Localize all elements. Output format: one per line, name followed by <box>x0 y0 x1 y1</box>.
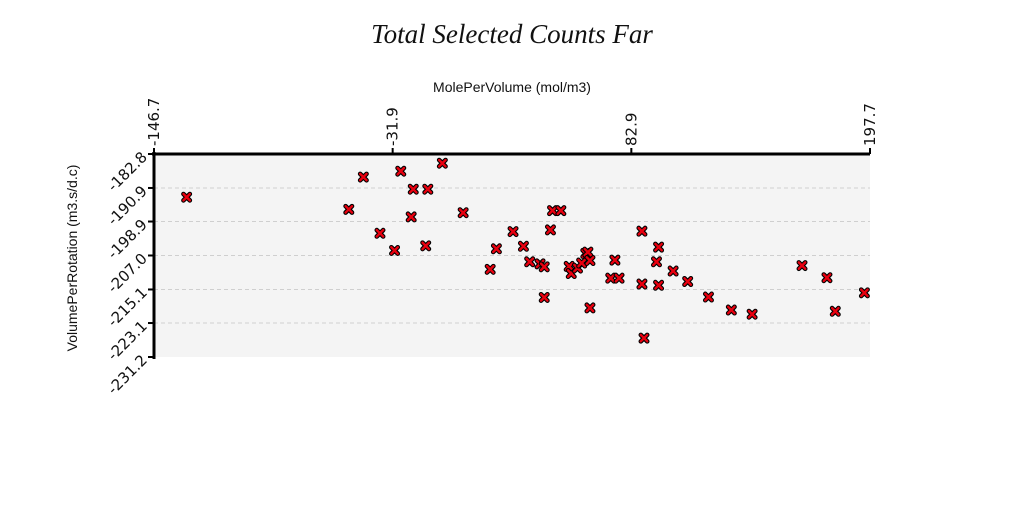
data-point <box>796 260 808 272</box>
data-point <box>667 265 679 277</box>
data-point <box>422 183 434 195</box>
data-point <box>538 261 550 273</box>
data-point <box>457 207 469 219</box>
x-tick-label: 197.7 <box>861 103 879 146</box>
data-point <box>653 279 665 291</box>
data-point <box>682 276 694 288</box>
data-point <box>576 257 588 269</box>
x-tick-label: -146.7 <box>145 98 163 146</box>
x-tick-label: 82.9 <box>622 113 640 146</box>
data-point <box>407 183 419 195</box>
data-point <box>405 211 417 223</box>
data-point <box>584 302 596 314</box>
data-point <box>584 255 596 267</box>
data-point <box>650 256 662 268</box>
data-point <box>374 227 386 239</box>
data-point <box>653 241 665 253</box>
data-point <box>524 256 536 268</box>
data-point <box>420 240 432 252</box>
data-point <box>636 225 648 237</box>
data-point <box>395 165 407 177</box>
data-point <box>702 291 714 303</box>
data-point <box>746 308 758 320</box>
data-point <box>181 191 193 203</box>
data-point <box>613 272 625 284</box>
data-point <box>389 244 401 256</box>
chart-title: Total Selected Counts Far <box>371 19 653 49</box>
data-point <box>517 240 529 252</box>
data-point <box>484 263 496 275</box>
data-point <box>343 203 355 215</box>
data-point <box>725 304 737 316</box>
data-point <box>582 246 594 258</box>
data-point <box>605 272 617 284</box>
data-point <box>636 278 648 290</box>
data-point <box>507 226 519 238</box>
data-markers <box>181 157 870 344</box>
data-point <box>555 205 567 217</box>
data-point <box>638 332 650 344</box>
data-point <box>821 272 833 284</box>
data-point <box>829 305 841 317</box>
data-point <box>544 224 556 236</box>
grid-lines <box>154 187 870 324</box>
data-point <box>436 157 448 169</box>
data-point <box>609 254 621 266</box>
data-point <box>357 171 369 183</box>
data-point <box>858 287 870 299</box>
data-point <box>538 291 550 303</box>
data-point <box>490 243 502 255</box>
x-axis-label: MolePerVolume (mol/m3) <box>433 79 591 95</box>
x-tick-label: -31.9 <box>384 107 402 146</box>
y-axis-label: VolumePerRotation (m3.s/d.c) <box>64 165 80 352</box>
data-point <box>547 205 559 217</box>
